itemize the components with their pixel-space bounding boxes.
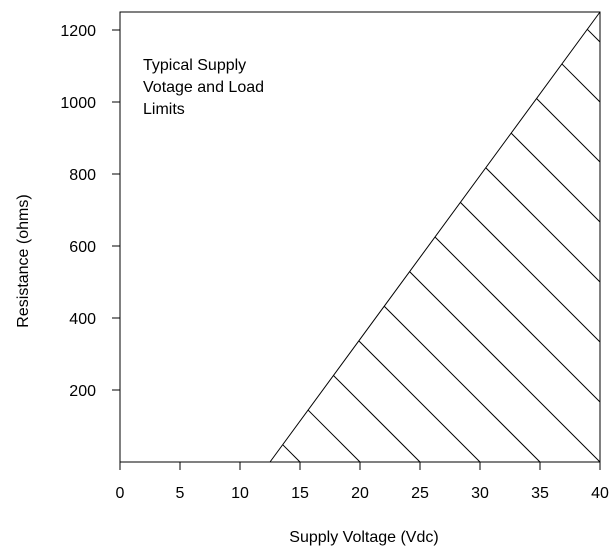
hatch-line [460, 202, 601, 343]
annotation-text: Typical Supply Votage and Load Limits [143, 57, 264, 118]
x-tick-label: 35 [531, 485, 549, 502]
hatch-line [409, 271, 601, 463]
hatch-line [307, 409, 361, 463]
y-tick-label: 800 [69, 167, 96, 184]
hatch-line [434, 236, 601, 403]
annotation-line-2: Votage and Load [143, 79, 264, 96]
hatch-line [358, 340, 481, 463]
x-axis-title: Supply Voltage (Vdc) [289, 529, 438, 546]
hatch-line [282, 444, 301, 463]
limit-line [269, 11, 601, 463]
x-tick-label: 30 [471, 485, 489, 502]
y-tick-label: 1200 [60, 23, 96, 40]
x-tick-label: 20 [351, 485, 369, 502]
x-tick-label: 40 [591, 485, 609, 502]
hatch-lines [282, 28, 601, 463]
hatch-line [586, 28, 601, 43]
y-tick-label: 400 [69, 311, 96, 328]
x-tick-label: 0 [116, 485, 125, 502]
y-tick-label: 200 [69, 383, 96, 400]
hatch-line [561, 63, 601, 103]
hatch-line [383, 305, 541, 463]
x-tick-label: 5 [176, 485, 185, 502]
x-tick-label: 25 [411, 485, 429, 502]
y-axis-title: Resistance (ohms) [15, 194, 32, 327]
y-tick-label: 1000 [60, 95, 96, 112]
x-tick-label: 15 [291, 485, 309, 502]
x-axis-ticks: 0 5 10 15 20 25 30 35 40 [116, 462, 609, 502]
hatch-line [510, 132, 601, 223]
hatch-line [333, 375, 421, 463]
hatch-line [536, 98, 601, 163]
x-tick-label: 10 [231, 485, 249, 502]
annotation-line-3: Limits [143, 101, 185, 118]
y-axis-ticks: 200 400 600 800 1000 1200 [60, 23, 120, 400]
y-tick-label: 600 [69, 239, 96, 256]
annotation-line-1: Typical Supply [143, 57, 246, 74]
hatch-line [485, 167, 601, 283]
